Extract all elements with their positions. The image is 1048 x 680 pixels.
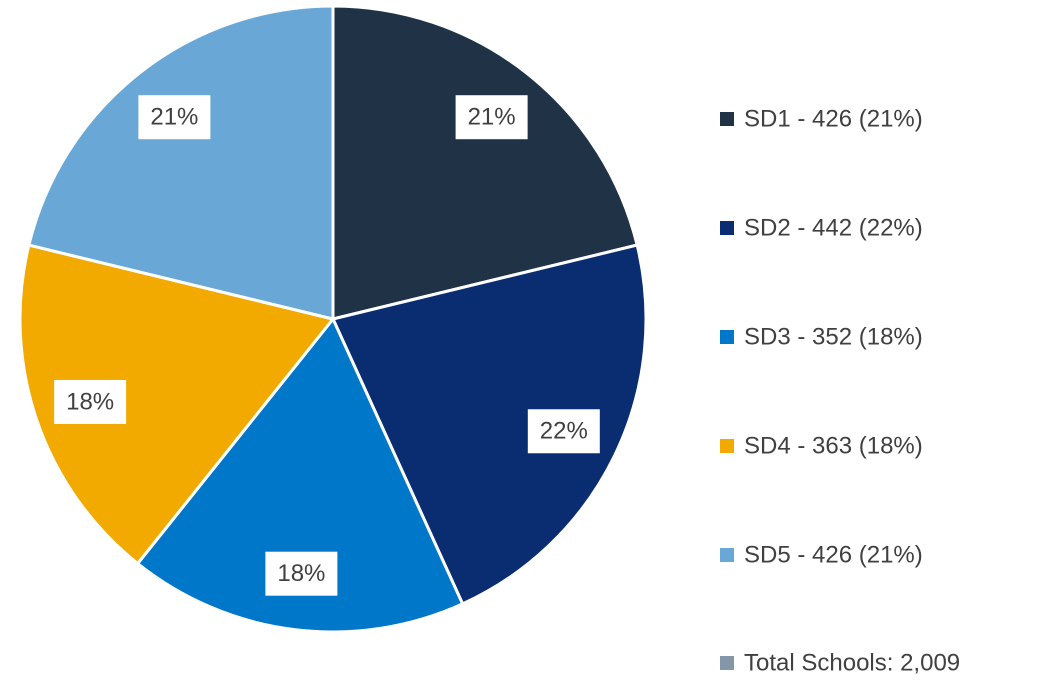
data-label: 18% [277,560,325,587]
legend-label: SD4 - 363 (18%) [744,432,923,459]
legend-label: SD2 - 442 (22%) [744,214,923,241]
pie-slice [18,243,336,566]
legend-label: Total Schools: 2,009 [744,649,960,676]
legend-label: SD5 - 426 (21%) [744,541,923,568]
legend-label: SD1 - 426 (21%) [744,105,923,132]
pie-slice [27,4,335,321]
data-label: 21% [468,104,516,131]
legend-swatch [720,656,734,670]
legend-swatch [720,548,734,562]
legend-swatch [720,221,734,235]
data-label-box [138,95,211,140]
legend-swatch [720,112,734,126]
legend-swatch [720,439,734,453]
pie-slice [330,243,648,606]
data-label-box [455,95,528,140]
legend-label: SD3 - 352 (18%) [744,323,923,350]
data-label: 22% [540,418,588,445]
data-label-box [527,409,600,454]
pie-slice [135,316,465,634]
data-label: 21% [150,104,198,131]
pie-slice [331,4,639,321]
data-label-box [54,379,127,424]
data-label: 18% [66,388,114,415]
legend-swatch [720,330,734,344]
data-label-box [265,551,338,596]
